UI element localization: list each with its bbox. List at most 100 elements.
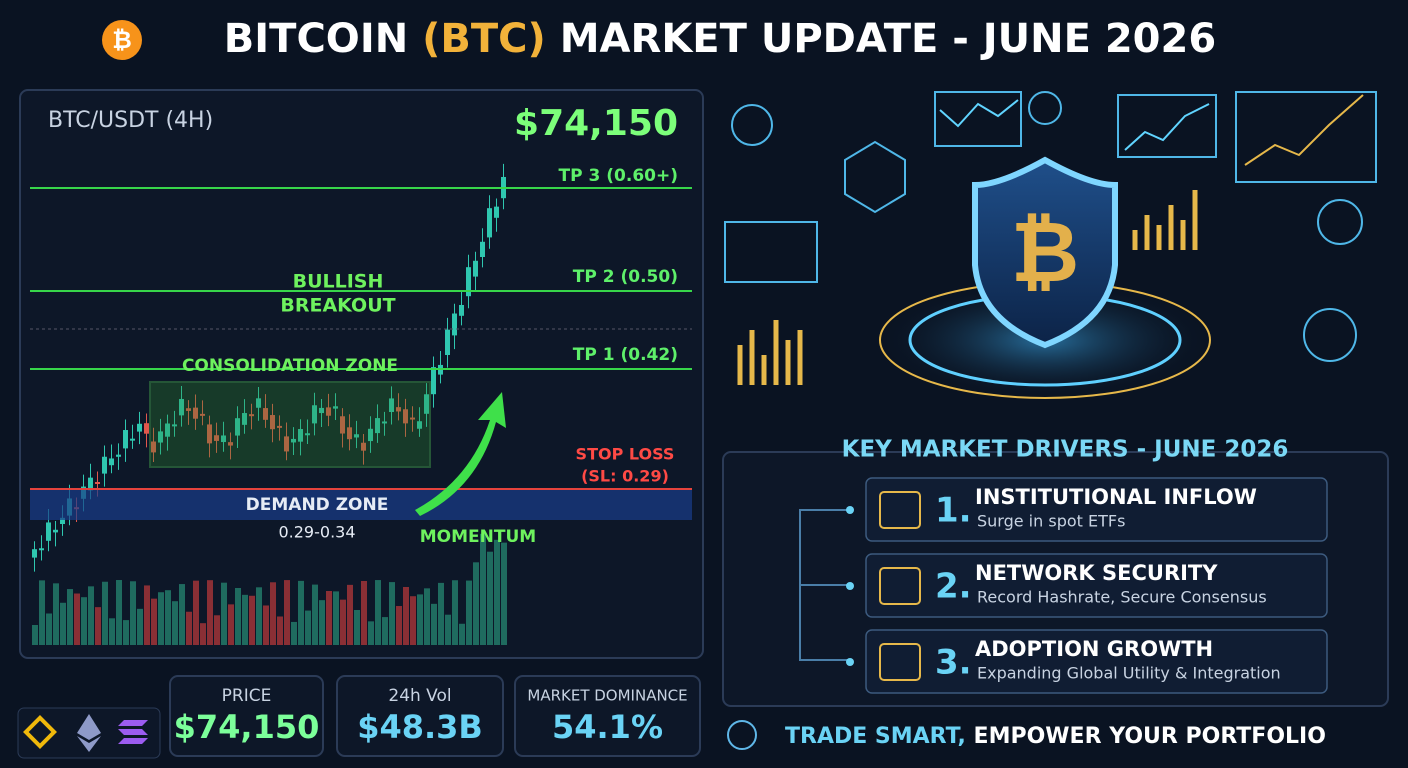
stat-box [336, 675, 504, 757]
volume-bar [396, 606, 402, 645]
candle [375, 418, 380, 434]
node [1028, 91, 1062, 125]
candle [298, 429, 303, 442]
volume-bar [361, 580, 367, 645]
driver-subtitle: Expanding Global Utility & Integration [977, 664, 1281, 683]
volume-bar [312, 584, 318, 645]
volume-bar [375, 580, 381, 645]
stat-box [169, 675, 324, 757]
candle [242, 413, 247, 425]
candle [46, 522, 51, 541]
candle [53, 529, 58, 533]
demand-zone [30, 490, 692, 520]
candle [284, 436, 289, 452]
candle [165, 423, 170, 437]
candle [95, 482, 100, 484]
candle [494, 206, 499, 218]
volume-bar [116, 580, 122, 645]
candle [431, 367, 436, 395]
stat-value: 54.1% [552, 708, 663, 746]
stat-value: $48.3B [357, 708, 483, 746]
tp-label: TP 3 (0.60+) [559, 166, 678, 186]
candle [193, 407, 198, 419]
stat-box [514, 675, 701, 757]
candle [88, 477, 93, 491]
driver-number: 1. [935, 491, 972, 531]
spark [1124, 103, 1210, 151]
candle [235, 418, 240, 436]
illustration: ₿ [724, 91, 1377, 400]
candle [249, 414, 254, 417]
volume-bar [214, 615, 220, 645]
volume-bar [137, 608, 143, 645]
candle [347, 427, 352, 440]
candle [137, 423, 142, 432]
volume-bar [319, 600, 325, 645]
volume-bar [326, 590, 332, 645]
connector-dot [846, 582, 854, 590]
volume-bar [235, 587, 241, 645]
mini-panel [724, 221, 818, 283]
volume-bar [438, 582, 444, 645]
candle [130, 438, 135, 441]
volume-bar [60, 602, 66, 645]
candle [32, 549, 37, 558]
candle [445, 329, 450, 355]
volume-bar [46, 613, 52, 645]
sol-icon [118, 720, 148, 744]
tp-label: TP 1 (0.42) [573, 345, 678, 365]
volume-bar [277, 616, 283, 645]
volume-bar [389, 582, 395, 645]
volume-bar [207, 580, 213, 645]
driver-title: ADOPTION GROWTH [975, 637, 1213, 661]
volume-bar [424, 588, 430, 645]
volume-bar [39, 580, 45, 645]
demand-range: 0.29-0.34 [278, 523, 355, 542]
volume-bar [74, 593, 80, 645]
volume-bar [256, 587, 262, 645]
eth-icon [77, 714, 101, 752]
momentum-arrow [415, 392, 506, 516]
volume-bar [151, 598, 157, 645]
volume-bar [172, 601, 178, 645]
volume-bar [130, 581, 136, 645]
candle [207, 424, 212, 444]
volume-bar [81, 597, 87, 645]
pair-label: BTC/USDT (4H) [48, 108, 213, 133]
volume-bar [270, 582, 276, 645]
stop-loss-value: (SL: 0.29) [581, 467, 669, 486]
drivers-title: KEY MARKET DRIVERS - JUNE 2026 [842, 437, 1289, 463]
candle [417, 421, 422, 429]
volume-bar [466, 580, 472, 645]
driver-title: INSTITUTIONAL INFLOW [975, 485, 1257, 509]
volume-bar [368, 621, 374, 645]
title-part: MARKET UPDATE - JUNE 2026 [560, 16, 1216, 62]
candle [214, 435, 219, 441]
volume-bar [480, 533, 486, 645]
volume-bar [242, 594, 248, 645]
cube [844, 140, 906, 214]
volume-bar [284, 580, 290, 645]
momentum-label: MOMENTUM [420, 527, 536, 547]
volume-bar [200, 623, 206, 645]
candle [368, 428, 373, 442]
driver-icon [879, 491, 921, 529]
candle [144, 423, 149, 434]
btc-icon-symbol: ₿ [112, 26, 132, 54]
node [1303, 308, 1357, 362]
candle [60, 517, 65, 524]
candle [172, 424, 177, 427]
volume-bar [473, 562, 479, 645]
stats: PRICE$74,150 24h Vol$48.3B MARKET DOMINANC… [169, 675, 701, 757]
candle [382, 421, 387, 424]
breakout-label: BREAKOUT [280, 295, 395, 317]
connector-dot [846, 658, 854, 666]
volume-bar [333, 591, 339, 645]
driver-subtitle: Surge in spot ETFs [977, 512, 1125, 531]
volume-bar [382, 617, 388, 645]
price-label: $74,150 [514, 103, 678, 144]
driver-icon [879, 643, 921, 681]
candle [459, 304, 464, 316]
candle [487, 208, 492, 238]
